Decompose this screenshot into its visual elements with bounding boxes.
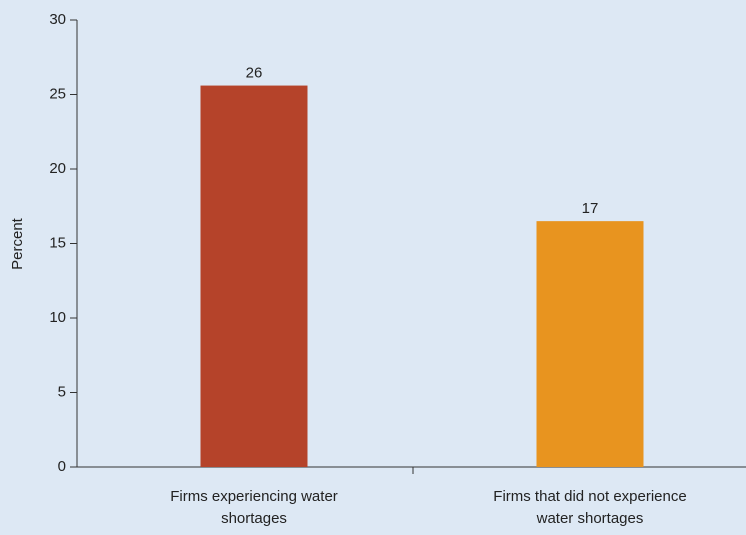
- y-tick-label: 25: [49, 85, 66, 102]
- y-tick-label: 5: [58, 383, 66, 400]
- y-tick-label: 20: [49, 160, 66, 177]
- x-tick-label: Firms experiencing water shortages: [170, 488, 338, 527]
- x-tick-label: Firms that did not experience water shor…: [493, 488, 687, 527]
- bar: [200, 85, 308, 467]
- value-label: 17: [582, 200, 599, 217]
- value-label: 26: [246, 65, 263, 82]
- y-tick-label: 0: [58, 458, 66, 475]
- y-tick-label: 10: [49, 309, 66, 326]
- y-tick-label: 30: [49, 11, 66, 28]
- y-tick-label: 15: [49, 234, 66, 251]
- bar: [536, 221, 644, 467]
- y-axis-label: Percent: [9, 217, 26, 270]
